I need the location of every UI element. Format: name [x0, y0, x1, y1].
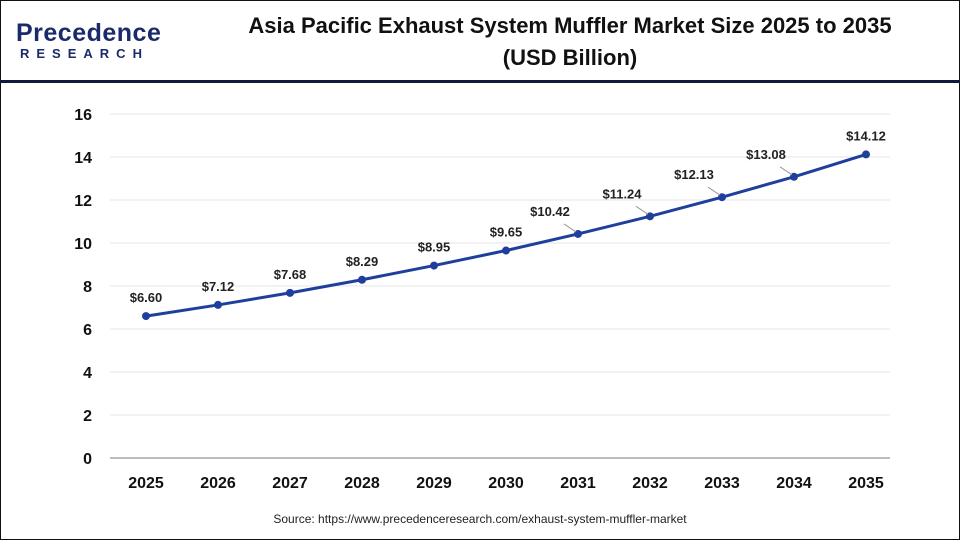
x-tick-label: 2030	[488, 475, 524, 492]
y-tick-label: 4	[83, 365, 92, 382]
y-tick-label: 0	[83, 451, 92, 468]
leader-line	[707, 186, 721, 196]
source-note: Source: https://www.precedenceresearch.c…	[273, 512, 687, 526]
chart-title: Asia Pacific Exhaust System Muffler Mark…	[180, 10, 960, 74]
logo-wordmark: Precedence	[16, 19, 162, 47]
data-label: $10.42	[530, 204, 570, 219]
header: Precedence RESEARCH Asia Pacific Exhaust…	[0, 0, 960, 83]
data-label: $9.65	[490, 225, 523, 240]
data-label: $7.68	[274, 267, 307, 282]
data-label: $8.29	[346, 254, 379, 269]
x-tick-label: 2026	[200, 475, 236, 492]
data-point	[286, 288, 294, 297]
x-tick-label: 2025	[128, 475, 164, 492]
data-label: $14.12	[846, 128, 886, 143]
data-point	[502, 246, 510, 255]
y-tick-label: 10	[74, 236, 92, 253]
y-tick-label: 8	[83, 279, 92, 296]
data-label: $8.95	[418, 240, 451, 255]
data-label: $11.24	[602, 186, 642, 201]
y-tick-label: 12	[74, 193, 92, 210]
data-point	[430, 261, 438, 270]
data-point	[862, 150, 870, 159]
y-tick-label: 14	[74, 150, 92, 167]
data-label: $7.12	[202, 279, 235, 294]
leader-line	[779, 166, 793, 176]
y-tick-label: 6	[83, 322, 92, 339]
y-tick-label: 16	[74, 107, 92, 124]
x-tick-label: 2032	[632, 475, 668, 492]
precedence-research-logo: Precedence RESEARCH	[16, 20, 166, 64]
data-label: $13.08	[746, 147, 786, 162]
x-tick-label: 2035	[848, 475, 884, 492]
leader-line	[635, 205, 649, 215]
x-tick-label: 2029	[416, 475, 452, 492]
line-chart: 0 2 4 6 8 10 12 14 16 2025 2026 2027 2028 2029 2030 203…	[74, 107, 890, 492]
chart-title-line1: Asia Pacific Exhaust System Muffler Mark…	[248, 13, 892, 38]
x-tick-label: 2028	[344, 475, 380, 492]
data-point	[358, 275, 366, 284]
x-tick-label: 2031	[560, 475, 596, 492]
logo-subtitle: RESEARCH	[20, 46, 149, 61]
data-label: $6.60	[130, 290, 163, 305]
x-tick-label: 2034	[776, 475, 812, 492]
data-label: $12.13	[674, 167, 714, 182]
chart-title-line2: (USD Billion)	[502, 45, 638, 70]
data-point	[214, 300, 222, 309]
leader-line	[563, 223, 577, 233]
x-tick-label: 2033	[704, 475, 740, 492]
x-tick-label: 2027	[272, 475, 308, 492]
y-tick-label: 2	[83, 408, 92, 425]
data-point	[142, 312, 150, 321]
